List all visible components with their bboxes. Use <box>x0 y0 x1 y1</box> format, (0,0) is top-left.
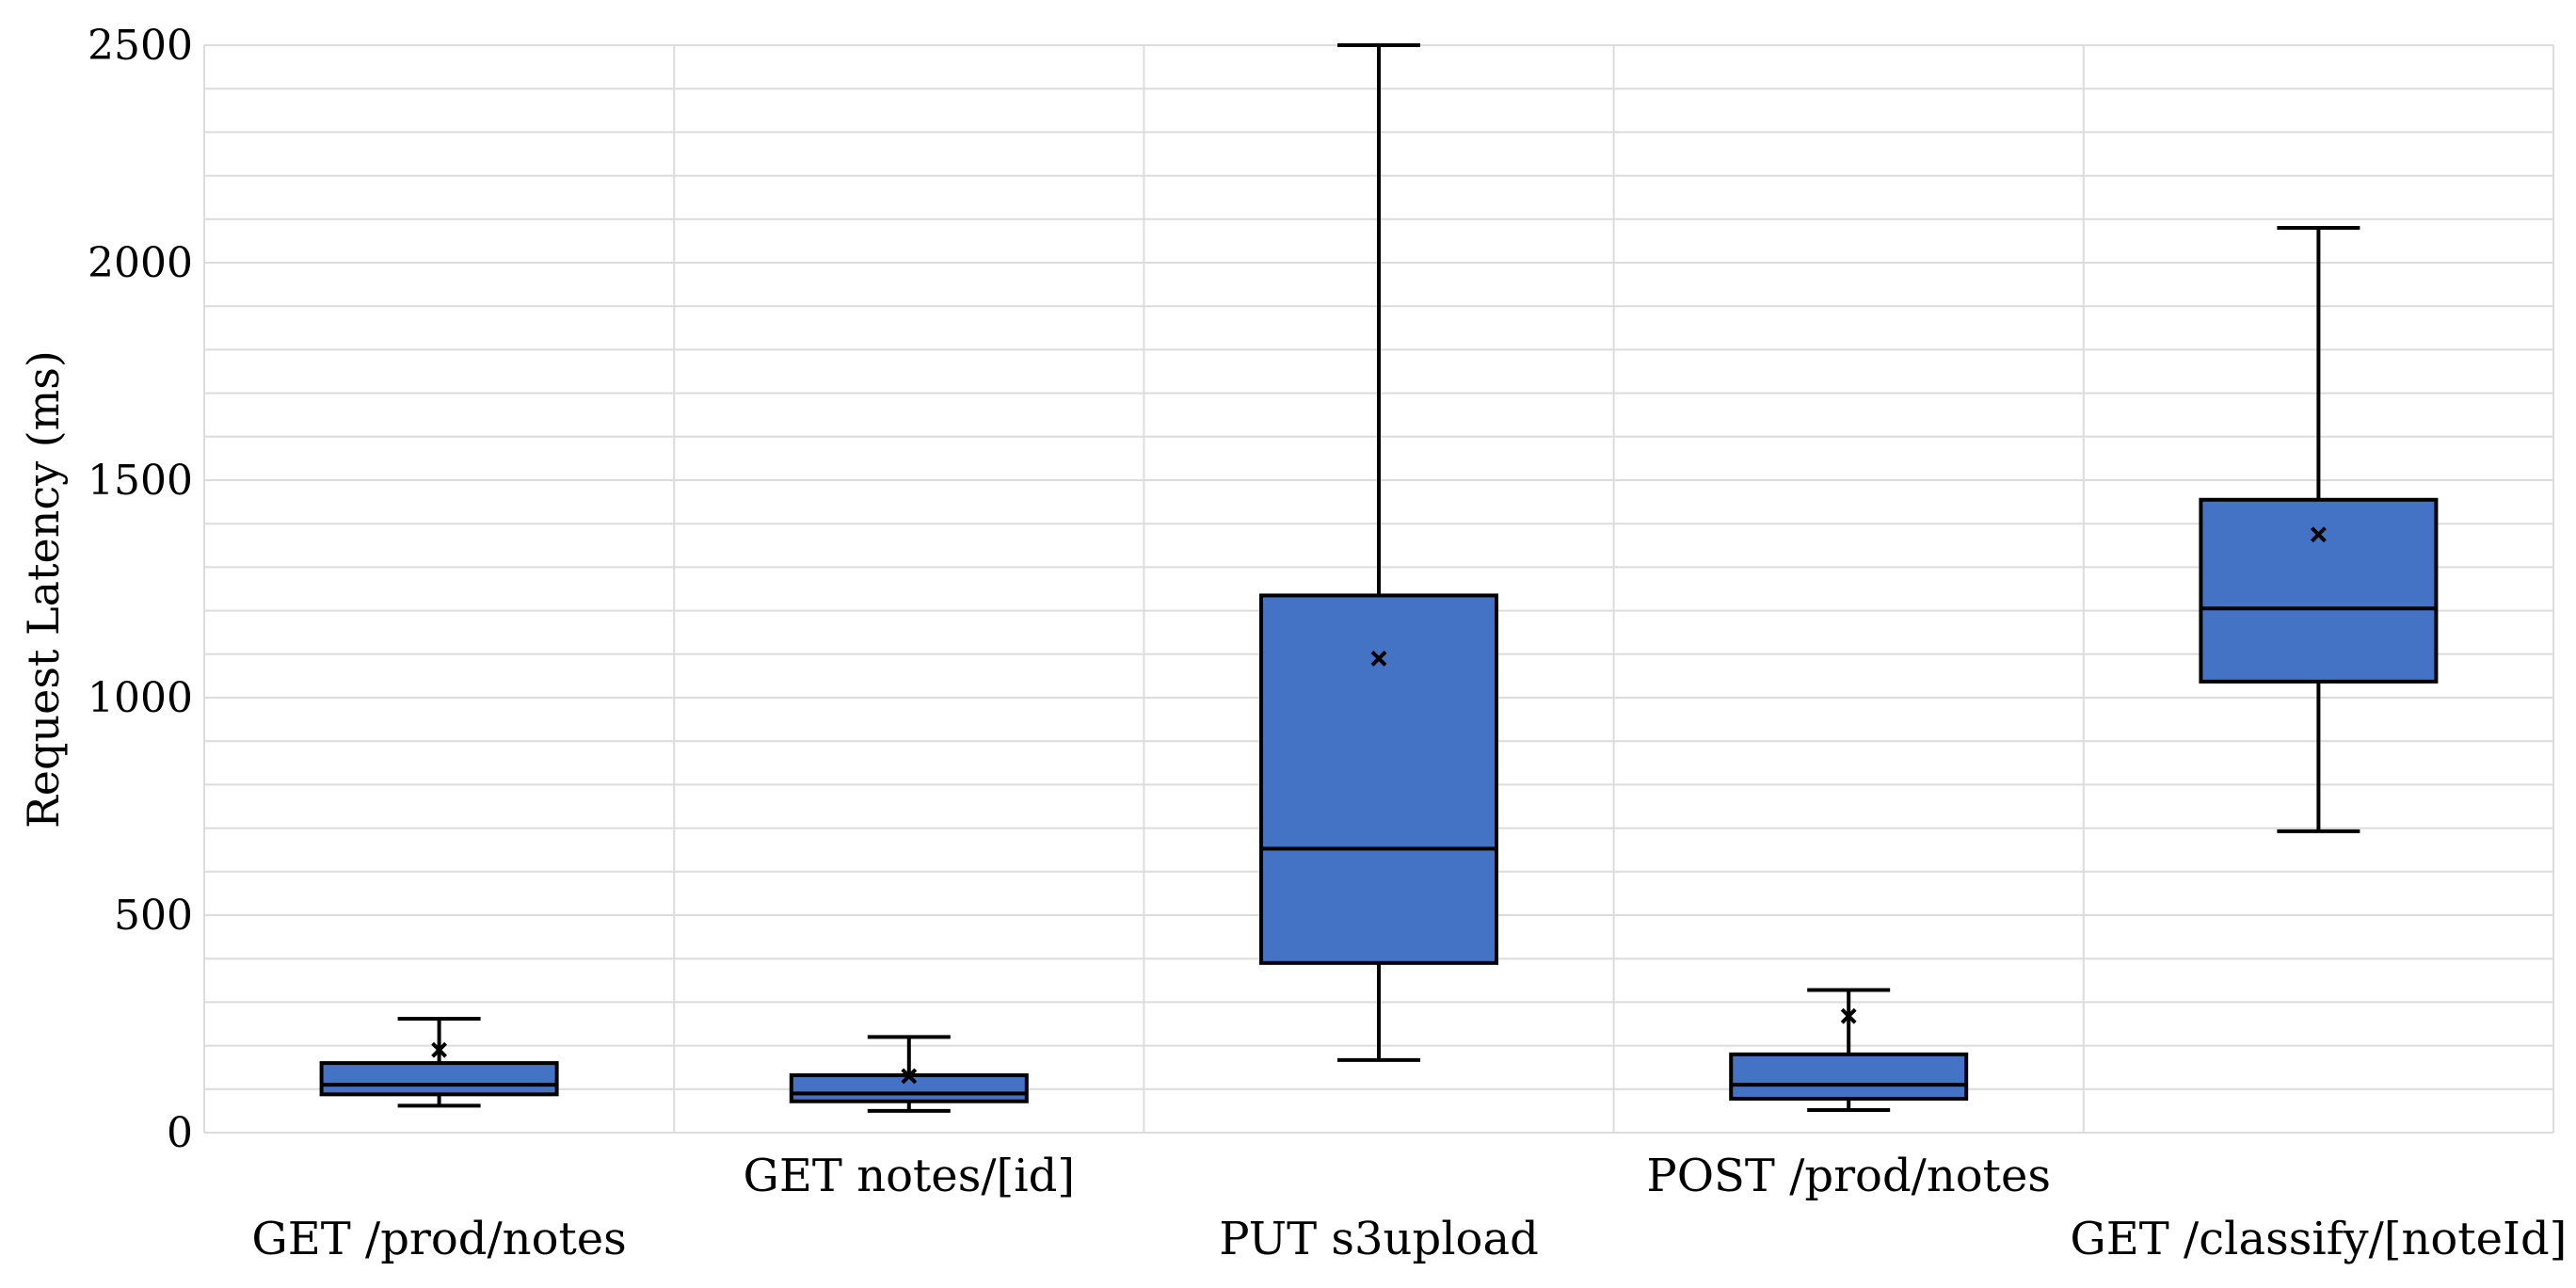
box-3 <box>1729 988 1969 1112</box>
iqr-box <box>319 1061 559 1097</box>
x-category-label: GET notes/[id] <box>744 1150 1076 1202</box>
y-tick-label: 1000 <box>88 674 193 722</box>
iqr-box <box>2199 497 2439 684</box>
y-tick-label: 500 <box>114 892 193 940</box>
iqr-box <box>1259 593 1498 965</box>
y-tick-label: 1500 <box>88 457 193 505</box>
box-4 <box>2199 226 2439 833</box>
x-category-label: POST /prod/notes <box>1646 1150 2051 1202</box>
iqr-box <box>1729 1052 1969 1101</box>
mean-marker <box>901 1068 918 1085</box>
y-axis-ticks: 0 500 1000 1500 2000 2500 <box>88 22 193 1157</box>
mean-marker <box>1840 1007 1857 1024</box>
x-axis-category-labels: GET /prod/notes GET notes/[id] PUT s3uploa… <box>251 1150 2567 1265</box>
mean-marker <box>1370 651 1387 667</box>
mean-marker <box>431 1041 448 1058</box>
x-category-label: GET /prod/notes <box>251 1213 626 1265</box>
y-tick-label: 2500 <box>88 22 193 70</box>
y-axis-title: Request Latency (ms) <box>18 350 69 829</box>
mean-marker <box>2310 526 2327 543</box>
y-tick-label: 2000 <box>88 239 193 287</box>
x-category-label: PUT s3upload <box>1219 1213 1539 1265</box>
box-2 <box>1259 43 1498 1062</box>
box-1 <box>789 1035 1029 1113</box>
x-category-label: GET /classify/[noteId] <box>2070 1213 2567 1265</box>
box-0 <box>319 1016 559 1108</box>
y-tick-label: 0 <box>167 1109 193 1157</box>
boxes <box>319 43 2439 1113</box>
iqr-box <box>789 1073 1029 1103</box>
